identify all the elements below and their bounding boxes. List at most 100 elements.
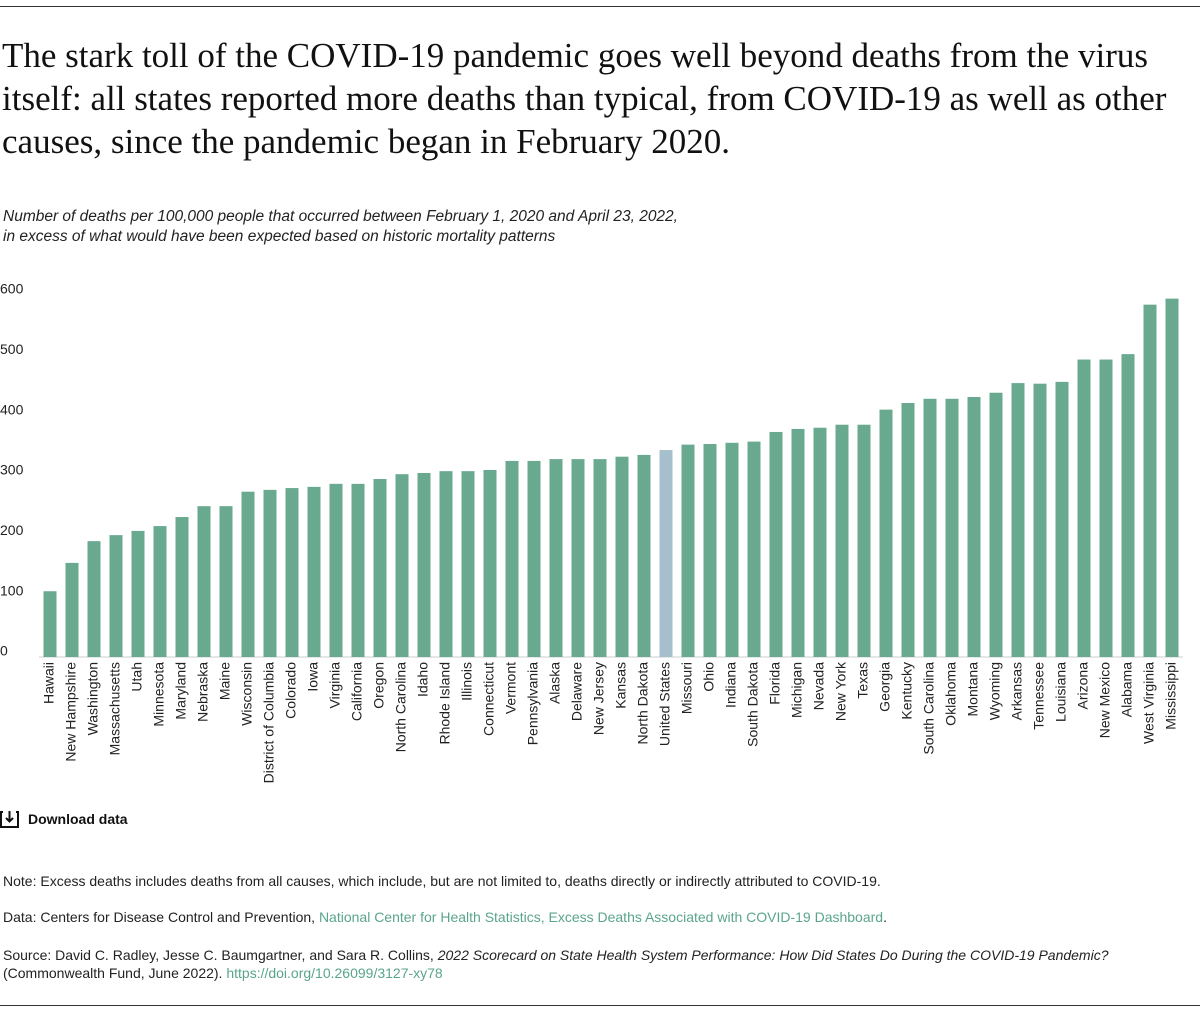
bar (197, 506, 211, 657)
bar (549, 459, 563, 657)
bar (373, 479, 387, 657)
bar (153, 526, 167, 657)
source-suffix: (Commonwealth Fund, June 2022). (3, 965, 227, 981)
x-tick-label: Connecticut (481, 662, 497, 736)
x-tick-label: West Virginia (1141, 662, 1157, 744)
bar (1143, 304, 1157, 657)
x-tick-label: Ohio (701, 662, 717, 692)
bar (879, 409, 893, 657)
source-report: 2022 Scorecard on State Health System Pe… (437, 947, 1109, 963)
bar (461, 471, 475, 657)
data-source: Data: Centers for Disease Control and Pr… (3, 908, 1183, 926)
download-icon (0, 811, 19, 828)
x-tick-label: New Mexico (1097, 662, 1113, 738)
download-label[interactable]: Download data (28, 811, 128, 827)
chart-title: The stark toll of the COVID-19 pandemic … (2, 36, 1167, 161)
x-tick-label: Pennsylvania (525, 662, 541, 745)
bar (241, 491, 255, 657)
x-tick-label: Florida (767, 662, 783, 705)
x-tick-label: Maryland (173, 662, 189, 720)
x-tick-label: Maine (217, 662, 233, 700)
source: Source: David C. Radley, Jesse C. Baumga… (3, 946, 1183, 982)
bar (505, 460, 519, 657)
x-tick-label: North Carolina (393, 662, 409, 752)
x-tick-label: Oklahoma (943, 662, 959, 726)
x-tick-label: Arizona (1075, 662, 1091, 710)
bar (1077, 359, 1091, 657)
y-tick-label: 0 (0, 643, 8, 659)
bar (1011, 383, 1025, 657)
x-tick-label: Alaska (547, 662, 563, 704)
x-tick-label: Colorado (283, 662, 299, 719)
x-tick-label: United States (657, 662, 673, 746)
data-prefix: Data: Centers for Disease Control and Pr… (3, 909, 319, 925)
bar (857, 424, 871, 657)
bar (285, 488, 299, 657)
subtitle-line: in excess of what would have been expect… (3, 228, 556, 245)
bar (527, 460, 541, 657)
x-tick-label: Texas (855, 662, 871, 699)
bar (395, 474, 409, 657)
bar (659, 450, 673, 657)
x-tick-label: Nebraska (195, 662, 211, 722)
bar (791, 428, 805, 657)
x-tick-label: Rhode Island (437, 662, 453, 745)
bar (835, 424, 849, 657)
bar (175, 517, 189, 657)
y-tick-label: 400 (0, 401, 24, 417)
x-tick-label: Wyoming (987, 662, 1003, 720)
y-tick-label: 300 (0, 462, 24, 478)
bar (109, 535, 123, 657)
bar (967, 396, 981, 657)
subtitle-line: Number of deaths per 100,000 people that… (3, 208, 678, 225)
bar (703, 444, 717, 657)
x-tick-label: Louisiana (1053, 662, 1069, 722)
bar (1099, 359, 1113, 657)
bar (483, 469, 497, 657)
x-tick-label: Missouri (679, 662, 695, 714)
chart: 0 100 200 300 400 500 600 Hawaii New Hampshire Wa… (0, 281, 1183, 784)
bar (417, 472, 431, 657)
x-tick-label: South Carolina (921, 662, 937, 755)
x-tick-label: Montana (965, 662, 981, 717)
note: Note: Excess deaths includes deaths from… (3, 873, 881, 889)
top-rule (0, 6, 1200, 7)
x-tick-label: Indiana (723, 662, 739, 708)
data-link[interactable]: National Center for Health Statistics, E… (318, 909, 884, 925)
x-tick-label: Tennessee (1031, 662, 1047, 730)
download-button[interactable]: Download data (0, 809, 128, 829)
bar (945, 398, 959, 657)
x-tick-label: Vermont (503, 662, 519, 714)
bar (43, 591, 57, 657)
x-tick-label: Oregon (371, 662, 387, 709)
x-tick-label: Washington (85, 662, 101, 735)
x-tick-label: Illinois (459, 662, 475, 701)
y-tick-label: 200 (0, 522, 24, 538)
bar (65, 562, 79, 657)
x-tick-label: Kentucky (899, 662, 915, 720)
x-tick-label: Nevada (811, 662, 827, 710)
bar (923, 398, 937, 657)
data-suffix: . (883, 909, 887, 925)
y-tick-label: 100 (0, 582, 24, 598)
x-tick-label: New Hampshire (63, 662, 79, 762)
x-tick-label: Alabama (1119, 662, 1135, 717)
x-tick-label: Utah (129, 662, 145, 692)
bar (747, 441, 761, 657)
chart-subtitle: Number of deaths per 100,000 people that… (3, 207, 678, 247)
x-tick-label: District of Columbia (261, 662, 277, 784)
x-tick-label: Massachusetts (107, 662, 123, 755)
bar (769, 431, 783, 657)
bar (329, 483, 343, 657)
bar (593, 459, 607, 657)
bar (1033, 383, 1047, 657)
bar (1121, 354, 1135, 657)
y-tick-label: 500 (0, 341, 24, 357)
bar (813, 427, 827, 657)
x-tick-label: Hawaii (41, 662, 57, 704)
y-tick-label: 600 (0, 281, 24, 297)
bar (681, 444, 695, 657)
x-tick-label: New Jersey (591, 662, 607, 735)
source-link[interactable]: https://doi.org/10.26099/3127-xy78 (226, 965, 443, 981)
